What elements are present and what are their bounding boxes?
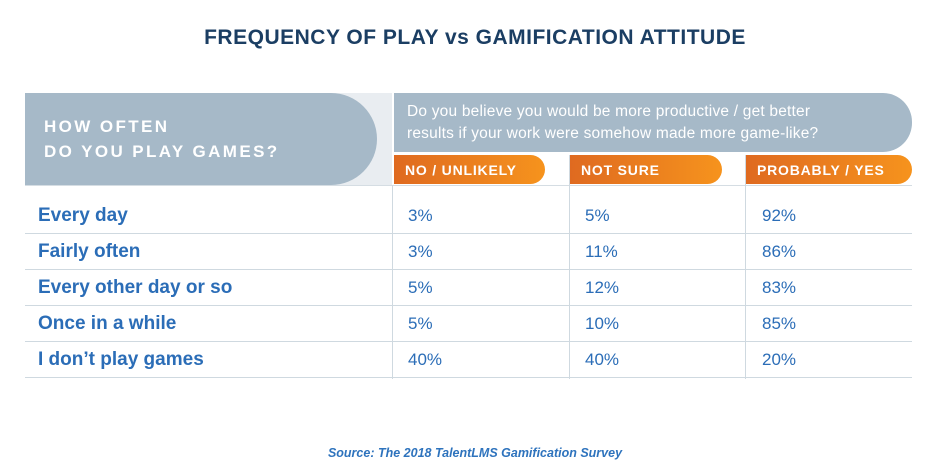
table-row-dont-play-games: I don’t play games 40% 40% 20% [25, 342, 912, 378]
value-no-unlikely: 40% [408, 349, 443, 369]
source-citation: Source: The 2018 TalentLMS Gamification … [327, 446, 623, 460]
value-probably-yes: 83% [762, 277, 797, 297]
column-separator-1 [392, 185, 393, 379]
row-label: Every other day or so [38, 276, 233, 298]
column-header-no-unlikely: NO / UNLIKELY [394, 155, 545, 184]
row-label: Every day [38, 204, 128, 226]
header-divider [25, 185, 912, 186]
row-label: I don’t play games [38, 348, 204, 370]
row-question-line-2: DO YOU PLAY GAMES? [44, 142, 280, 161]
value-not-sure: 40% [585, 349, 620, 369]
value-no-unlikely: 3% [408, 241, 433, 261]
row-label: Fairly often [38, 240, 141, 262]
column-header-not-sure: NOT SURE [570, 155, 722, 184]
table-row-once-in-a-while: Once in a while 5% 10% 85% [25, 306, 912, 342]
value-no-unlikely: 5% [408, 277, 433, 297]
column-separator-2 [569, 155, 570, 379]
value-not-sure: 10% [585, 313, 620, 333]
value-probably-yes: 20% [762, 349, 797, 369]
frequency-vs-attitude-table: HOW OFTEN DO YOU PLAY GAMES? Do you beli… [25, 93, 912, 380]
value-not-sure: 11% [585, 241, 618, 261]
column-header-probably-yes: PROBABLY / YES [746, 155, 912, 184]
column-separator-3 [745, 155, 746, 379]
table-row-fairly-often: Fairly often 3% 11% 86% [25, 234, 912, 270]
column-question-line-1: Do you believe you would be more product… [407, 102, 811, 120]
table-body: Every day 3% 5% 92% Fairly often 3% 11% … [25, 198, 912, 378]
row-question-header: HOW OFTEN DO YOU PLAY GAMES? [25, 93, 377, 185]
value-probably-yes: 92% [762, 205, 797, 225]
value-no-unlikely: 3% [408, 205, 433, 225]
value-probably-yes: 85% [762, 313, 797, 333]
value-not-sure: 12% [585, 277, 620, 297]
table-row-every-other-day: Every other day or so 5% 12% 83% [25, 270, 912, 306]
row-question-line-1: HOW OFTEN [44, 116, 170, 136]
column-question-line-2: results if your work were somehow made m… [407, 124, 819, 142]
table-row-every-day: Every day 3% 5% 92% [25, 198, 912, 234]
value-probably-yes: 86% [762, 241, 797, 261]
value-not-sure: 5% [585, 205, 610, 225]
row-label: Once in a while [38, 312, 177, 334]
page-title: FREQUENCY OF PLAY vs GAMIFICATION ATTITU… [204, 26, 746, 49]
value-no-unlikely: 5% [408, 313, 433, 333]
column-question-header: Do you believe you would be more product… [394, 93, 912, 152]
